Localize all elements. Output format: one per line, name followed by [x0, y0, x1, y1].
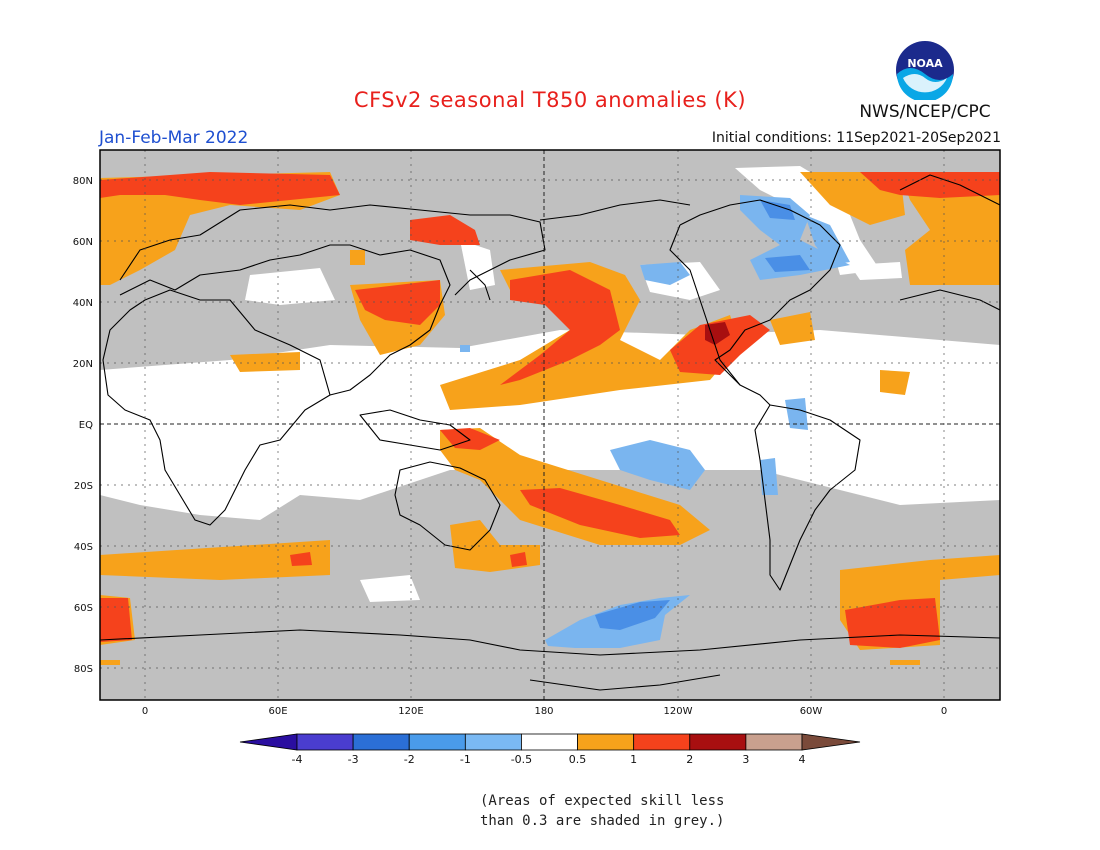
- initial-conditions: Initial conditions: 11Sep2021-20Sep2021: [711, 130, 1001, 146]
- skill-note-line: than 0.3 are shaded in grey.): [480, 813, 725, 829]
- lat-label: 20S: [74, 481, 93, 492]
- lon-label: 120E: [398, 706, 423, 717]
- agency-label: NWS/NCEP/CPC: [859, 102, 991, 122]
- colorbar-tick-label: 3: [742, 753, 749, 766]
- lat-label: 60S: [74, 603, 93, 614]
- longitude-labels: 0 60E 120E 180 120W 60W 0: [142, 706, 947, 717]
- lon-label: 60W: [800, 706, 823, 717]
- colorbar-arrow-low: [239, 733, 298, 751]
- coastlines: [100, 174, 1000, 691]
- lon-label: 180: [534, 706, 553, 717]
- colorbar-segment: [689, 733, 747, 751]
- colorbar-tick-label: -2: [404, 753, 415, 766]
- colorbar-segment: [745, 733, 803, 751]
- colorbar-segment: [464, 733, 522, 751]
- noaa-logo-text: NOAA: [907, 57, 943, 70]
- colorbar-tick-label: -1: [460, 753, 471, 766]
- colorbar-tick-label: 2: [686, 753, 693, 766]
- lat-label: 40S: [74, 542, 93, 553]
- lon-label: 0: [941, 706, 947, 717]
- forecast-period: Jan-Feb-Mar 2022: [99, 128, 249, 148]
- latitude-labels: 80N 60N 40N 20N EQ 20S 40S 60S 80S: [73, 176, 93, 675]
- lon-label: 0: [142, 706, 148, 717]
- lon-label: 60E: [268, 706, 287, 717]
- skill-note-line: (Areas of expected skill less: [480, 793, 725, 809]
- colorbar-segment: [577, 733, 635, 751]
- skill-note: (Areas of expected skill less than 0.3 a…: [480, 791, 724, 831]
- lat-label: 60N: [73, 237, 93, 248]
- lat-label: 80N: [73, 176, 93, 187]
- lat-label: 20N: [73, 359, 93, 370]
- gridlines: [100, 150, 1000, 700]
- lon-label: 120W: [664, 706, 693, 717]
- colorbar-tick-label: 4: [799, 753, 806, 766]
- colorbar-segment: [633, 733, 691, 751]
- colorbar-tick-label: -0.5: [511, 753, 532, 766]
- colorbar-arrow-high: [801, 733, 861, 751]
- colorbar-segment: [408, 733, 466, 751]
- lat-label: 80S: [74, 664, 93, 675]
- noaa-logo: NOAA: [896, 41, 954, 100]
- colorbar-tick-label: -4: [292, 753, 303, 766]
- colorbar-tick-label: -3: [348, 753, 359, 766]
- map-title: CFSv2 seasonal T850 anomalies (K): [353, 88, 747, 112]
- colorbar-tick-label: 1: [630, 753, 637, 766]
- colorbar-tick-label: 0.5: [569, 753, 587, 766]
- map-frame: [99, 149, 1001, 701]
- colorbar: -4 -3 -2 -1 -0.5 0.5 1 2 3 4: [239, 733, 861, 766]
- map-field: [100, 150, 1000, 700]
- colorbar-segment: [352, 733, 410, 751]
- colorbar-segment: [296, 733, 354, 751]
- lat-label: EQ: [79, 420, 93, 431]
- colorbar-segment: [521, 733, 578, 751]
- lat-label: 40N: [73, 298, 93, 309]
